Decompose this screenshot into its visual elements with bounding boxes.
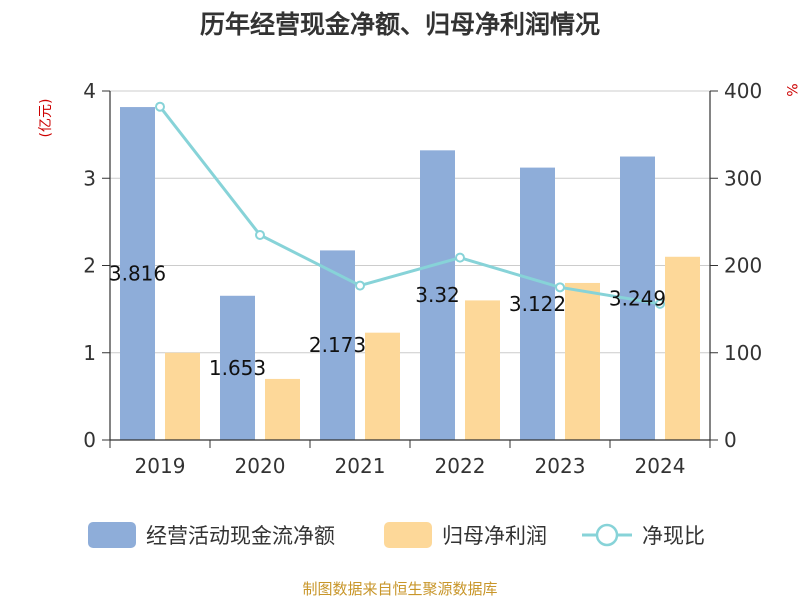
- cash-flow-data-label: 3.32: [415, 283, 460, 307]
- ratio-point: [455, 252, 465, 263]
- legend-label-cash-flow: 经营活动现金流净额: [146, 524, 335, 548]
- right-tick-label: 400: [724, 79, 762, 103]
- cash-flow-data-label: 3.122: [509, 292, 566, 316]
- ratio-point: [355, 280, 365, 291]
- net-profit-bar: [665, 256, 700, 440]
- cash-flow-data-label: 3.816: [109, 262, 166, 286]
- cash-flow-bar: [320, 250, 355, 440]
- ratio-line: [158, 105, 661, 306]
- x-tick-label: 2020: [235, 454, 286, 478]
- cash-flow-bar: [120, 107, 155, 440]
- legend-swatch-cash-flow: [88, 522, 136, 548]
- x-tick-label: 2019: [135, 454, 186, 478]
- right-axis-label: %: [783, 83, 799, 96]
- cash-flow-bar: [220, 295, 255, 440]
- left-tick-label: 3: [83, 166, 96, 190]
- source-note: 制图数据来自恒生聚源数据库: [302, 580, 497, 598]
- net-profit-bar: [165, 352, 200, 440]
- left-tick-label: 4: [83, 79, 96, 103]
- net-profit-bar: [565, 282, 600, 440]
- net-profit-bar: [365, 332, 400, 440]
- left-tick-label: 1: [83, 341, 96, 365]
- ratio-point: [655, 298, 665, 309]
- right-tick-label: 0: [724, 428, 737, 452]
- right-tick-label: 300: [724, 166, 762, 190]
- ratio-point: [555, 282, 565, 293]
- x-tick-label: 2024: [635, 454, 686, 478]
- ratio-line-group: [155, 101, 665, 309]
- x-tick-label: 2023: [535, 454, 586, 478]
- legend: 经营活动现金流净额 归母净利润 净现比: [88, 522, 705, 548]
- data-label-group: 3.816 1.653 2.173 3.32 3.122 3.249: [109, 262, 666, 380]
- chart-title: 历年经营现金净额、归母净利润情况: [200, 10, 600, 39]
- legend-label-net-profit: 归母净利润: [442, 524, 547, 548]
- cash-flow-data-label: 3.249: [609, 286, 666, 310]
- left-axis-label: (亿元): [38, 99, 54, 138]
- x-tick-label: 2022: [435, 454, 486, 478]
- ratio-point: [255, 229, 265, 240]
- x-tick-label: 2021: [335, 454, 386, 478]
- legend-label-ratio: 净现比: [642, 524, 705, 548]
- grid-lines: [110, 90, 710, 354]
- net-profit-bar: [265, 378, 300, 440]
- legend-marker-ratio: [595, 523, 619, 547]
- left-tick-label: 0: [83, 428, 96, 452]
- net-profit-bar: [465, 300, 500, 440]
- ratio-point: [155, 101, 165, 112]
- axes: 0 1 2 3 4 0 100 200 300 400 2019 2020 2021 2022 2023 20…: [83, 79, 762, 478]
- legend-swatch-net-profit: [384, 522, 432, 548]
- cash-flow-bar: [520, 167, 555, 440]
- right-tick-label: 200: [724, 254, 762, 278]
- cash-flow-data-label: 1.653: [209, 356, 266, 380]
- bar-group: [120, 107, 700, 440]
- left-tick-label: 2: [83, 254, 96, 278]
- right-tick-label: 100: [724, 341, 762, 365]
- cash-flow-data-label: 2.173: [309, 333, 366, 357]
- cash-flow-bar: [420, 150, 455, 440]
